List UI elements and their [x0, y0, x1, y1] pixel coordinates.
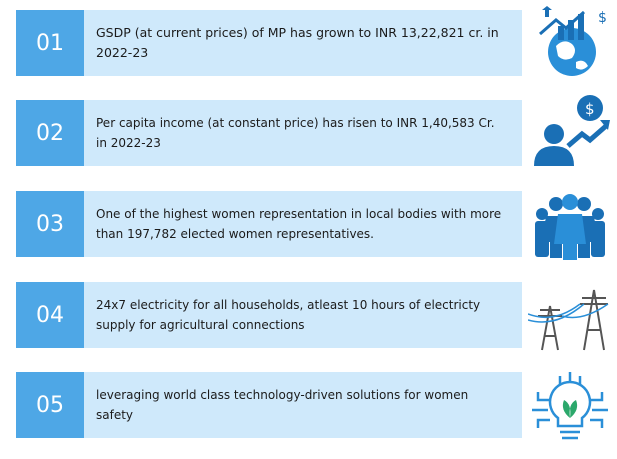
item-text: GSDP (at current prices) of MP has grown… [96, 23, 510, 63]
item-row: 02 Per capita income (at constant price)… [16, 100, 522, 166]
item-text: Per capita income (at constant price) ha… [96, 113, 496, 153]
income-icon: $ [528, 94, 612, 166]
item-row: 01 GSDP (at current prices) of MP has gr… [16, 10, 522, 76]
item-row: 05 leveraging world class technology-dri… [16, 372, 522, 438]
svg-text:$: $ [585, 100, 595, 118]
item-number: 02 [16, 100, 84, 166]
item-panel: leveraging world class technology-driven… [84, 372, 522, 438]
item-row: 04 24x7 electricity for all households, … [16, 282, 522, 348]
item-text: 24x7 electricity for all households, atl… [96, 295, 496, 335]
item-panel: 24x7 electricity for all households, atl… [84, 282, 522, 348]
growth-globe-icon: $ [528, 6, 612, 78]
svg-text:$: $ [598, 10, 607, 26]
item-number: 03 [16, 191, 84, 257]
item-number: 05 [16, 372, 84, 438]
item-row: 03 One of the highest women representati… [16, 191, 522, 257]
item-text: leveraging world class technology-driven… [96, 385, 476, 425]
item-number: 04 [16, 282, 84, 348]
item-number: 01 [16, 10, 84, 76]
page: 01 GSDP (at current prices) of MP has gr… [0, 0, 617, 459]
women-group-icon [528, 188, 612, 260]
electricity-tower-icon [528, 280, 612, 352]
item-panel: Per capita income (at constant price) ha… [84, 100, 522, 166]
item-panel: One of the highest women representation … [84, 191, 522, 257]
item-text: One of the highest women representation … [96, 204, 510, 244]
technology-bulb-icon [528, 370, 612, 442]
item-panel: GSDP (at current prices) of MP has grown… [84, 10, 522, 76]
